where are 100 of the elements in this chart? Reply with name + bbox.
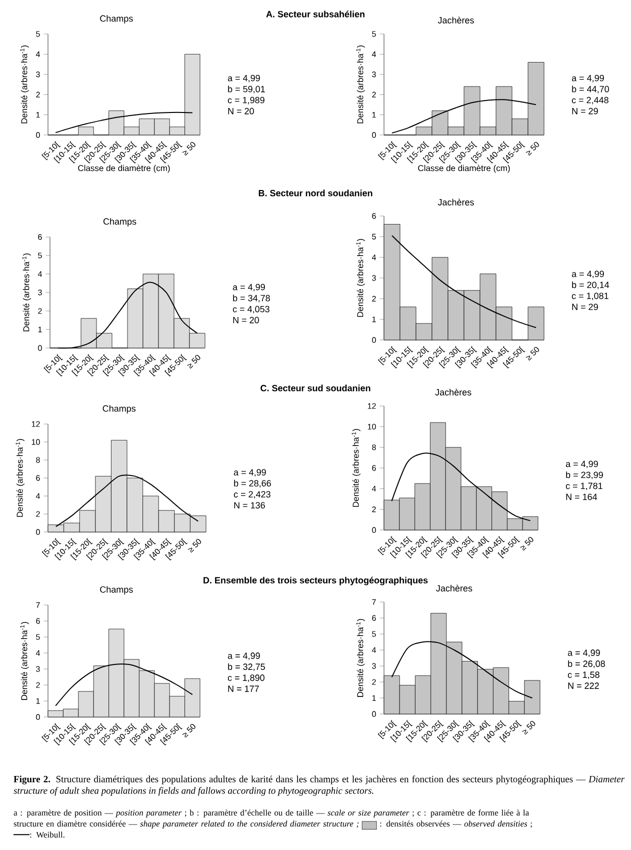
y-tick-label: 4 bbox=[36, 51, 40, 57]
y-tick-label: 4 bbox=[372, 254, 376, 260]
text: N = 136 bbox=[234, 502, 265, 508]
text: : Weibull. bbox=[30, 832, 64, 838]
y-tick-label: 6 bbox=[372, 213, 376, 219]
y-tick-label: 10 bbox=[32, 439, 40, 445]
y-tick-label: 0 bbox=[36, 529, 40, 535]
y-tick-label: 10 bbox=[368, 424, 376, 430]
x-tick-label: ≥ 50 bbox=[526, 346, 539, 361]
y-tick-label: 6 bbox=[38, 234, 42, 240]
text: c = 1,989 bbox=[228, 96, 264, 104]
text: N = 29 bbox=[572, 108, 598, 114]
text: D. Ensemble des trois secteurs phytogéographiques bbox=[204, 576, 428, 586]
y-tick-label: 3 bbox=[38, 290, 42, 296]
text: b = 26,08 bbox=[568, 660, 605, 668]
y-tick-label: 8 bbox=[36, 457, 40, 463]
text: a = 4,99 bbox=[572, 74, 604, 82]
y-tick-label: 7 bbox=[372, 599, 376, 605]
text: : densités observées — observed densities ; bbox=[380, 820, 532, 828]
y-tick-label: 1 bbox=[372, 112, 376, 118]
x-tick-label: ≥ 50 bbox=[522, 720, 536, 735]
chart-subtitle: Jachères bbox=[438, 16, 474, 24]
y-tick-label: 2 bbox=[372, 92, 376, 98]
y-tick-label: 12 bbox=[368, 403, 376, 409]
y-axis-title: Densité (arbres·ha$^{-1}$) bbox=[356, 619, 365, 697]
text: c = 1,58 bbox=[568, 672, 600, 679]
text: c = 2,423 bbox=[234, 491, 270, 499]
text: a = 4,99 bbox=[228, 74, 260, 82]
y-tick-label: 6 bbox=[372, 615, 376, 621]
y-axis-title: Densité (arbres·ha$^{-1}$) bbox=[22, 254, 31, 332]
text: N = 164 bbox=[566, 494, 598, 500]
y-tick-label: 5 bbox=[372, 31, 376, 37]
text: b = 44,70 bbox=[572, 86, 609, 94]
y-tick-label: 3 bbox=[36, 72, 40, 78]
y-axis-title: Densité (arbres·ha$^{-1}$) bbox=[356, 46, 365, 124]
y-axis-title: Densité (arbres·ha$^{-1}$) bbox=[352, 429, 360, 507]
y-tick-label: 0 bbox=[372, 527, 376, 533]
y-tick-label: 1 bbox=[372, 695, 376, 701]
text: b = 59,01 bbox=[228, 86, 265, 94]
y-tick-label: 3 bbox=[372, 72, 376, 78]
y-tick-label: 6 bbox=[36, 618, 40, 624]
text: c = 4,053 bbox=[232, 306, 270, 314]
y-tick-label: 3 bbox=[372, 275, 376, 281]
x-tick-label: ≥ 50 bbox=[520, 536, 534, 551]
y-tick-label: 2 bbox=[36, 92, 40, 98]
y-tick-label: 1 bbox=[36, 112, 40, 118]
y-tick-label: 4 bbox=[38, 271, 42, 277]
text: c = 1,081 bbox=[572, 292, 608, 300]
text: a = 4,99 bbox=[568, 650, 600, 657]
y-tick-label: 0 bbox=[372, 711, 376, 717]
y-tick-label: 12 bbox=[32, 421, 40, 427]
x-tick-label: ≥ 50 bbox=[188, 538, 202, 553]
text: a = 4,99 bbox=[572, 270, 604, 278]
text: a = 4,99 bbox=[234, 469, 266, 477]
y-tick-label: 3 bbox=[372, 663, 376, 669]
y-tick-label: 7 bbox=[36, 602, 40, 608]
x-tick-label: ≥ 50 bbox=[526, 142, 539, 156]
chart-subtitle: Champs bbox=[100, 15, 133, 24]
chart-subtitle: Jachères bbox=[436, 584, 472, 592]
y-tick-label: 3 bbox=[36, 666, 40, 672]
x-tick-label: ≥ 50 bbox=[187, 354, 200, 369]
y-tick-label: 2 bbox=[36, 682, 40, 688]
y-axis-title: Densité (arbres·ha$^{-1}$) bbox=[16, 439, 24, 517]
y-tick-label: 2 bbox=[372, 506, 376, 512]
x-tick-label: ≥ 50 bbox=[182, 724, 196, 738]
y-tick-label: 0 bbox=[372, 337, 376, 343]
text: N = 20 bbox=[228, 108, 254, 114]
y-axis-title: Densité (arbres·ha$^{-1}$) bbox=[20, 622, 29, 700]
y-tick-label: 4 bbox=[372, 51, 376, 57]
chart-subtitle: Champs bbox=[100, 586, 133, 594]
x-axis-title: Classe de diamètre (cm) bbox=[418, 164, 510, 173]
y-tick-label: 1 bbox=[38, 326, 42, 332]
text: b = 23,99 bbox=[566, 471, 603, 480]
y-tick-label: 6 bbox=[36, 475, 40, 481]
y-tick-label: 2 bbox=[372, 296, 376, 302]
text: b = 28,66 bbox=[234, 480, 271, 488]
text: a = 4,99 bbox=[228, 652, 260, 660]
y-tick-label: 0 bbox=[36, 132, 40, 138]
chart-subtitle: Jachères bbox=[438, 198, 474, 206]
y-tick-label: 5 bbox=[36, 31, 40, 37]
text: b = 34,78 bbox=[233, 294, 270, 302]
text: N = 20 bbox=[233, 316, 259, 324]
text: C. Secteur sud soudanien bbox=[260, 384, 370, 392]
y-tick-label: 0 bbox=[36, 714, 40, 720]
y-tick-label: 4 bbox=[372, 486, 376, 492]
y-tick-label: 2 bbox=[36, 511, 40, 517]
y-axis-title: Densité (arbres·ha$^{-1}$) bbox=[356, 239, 365, 317]
y-tick-label: 4 bbox=[36, 650, 40, 656]
text: N = 29 bbox=[572, 304, 598, 310]
text: structure en diamètre considérée — shape parameter related to the considered diameter structure ; bbox=[14, 820, 359, 828]
x-axis-title: Classe de diamètre (cm) bbox=[78, 164, 170, 173]
y-tick-label: 5 bbox=[372, 234, 376, 240]
y-tick-label: 2 bbox=[38, 308, 42, 314]
text: c = 1,890 bbox=[228, 674, 264, 682]
y-tick-label: 8 bbox=[372, 444, 376, 450]
text: a : paramètre de position — position parameter ; b : paramètre d’échelle ou de taille — scale or size parameter ; c : paramètre de forme liée à la bbox=[14, 810, 529, 818]
y-tick-label: 0 bbox=[372, 132, 376, 138]
chart-subtitle: Champs bbox=[102, 405, 136, 414]
text: B. Secteur nord soudanien bbox=[258, 190, 372, 196]
y-axis-title: Densité (arbres·ha$^{-1}$) bbox=[20, 46, 29, 124]
